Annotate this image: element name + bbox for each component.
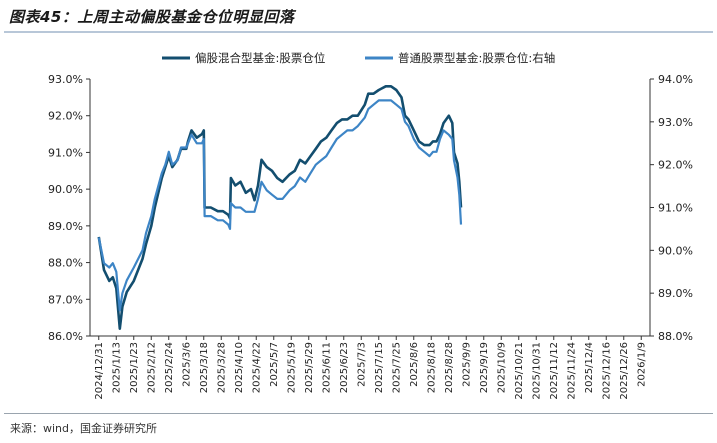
x-tick-label: 2025/6/11 [321,342,332,393]
left-tick-label: 90.0% [48,183,83,196]
left-tick-label: 87.0% [48,293,83,306]
x-tick-label: 2025/2/12 [146,342,157,393]
legend-label-series1: 偏股混合型基金:股票仓位 [195,51,325,65]
x-tick-label: 2024/12/31 [94,342,105,400]
x-tick-label: 2025/8/28 [444,342,455,393]
x-tick-label: 2025/10/31 [531,342,542,400]
line-chart: 偏股混合型基金:股票仓位 普通股票型基金:股票仓位:右轴 86.0%87.0%8… [48,51,693,400]
legend-label-series2: 普通股票型基金:股票仓位:右轴 [398,51,555,65]
chart-legend: 偏股混合型基金:股票仓位 普通股票型基金:股票仓位:右轴 [162,51,555,65]
x-tick-label: 2025/3/18 [199,342,210,393]
right-tick-label: 92.0% [658,159,693,172]
series-line-1 [97,85,463,331]
right-tick-label: 94.0% [658,73,693,86]
right-tick-label: 91.0% [658,202,693,215]
x-tick-label: 2025/4/22 [251,342,262,393]
source-note: 来源：wind，国金证券研究所 [10,422,158,435]
x-tick-label: 2025/11/24 [566,342,577,400]
x-tick-label: 2025/5/29 [304,342,315,393]
left-tick-label: 93.0% [48,73,83,86]
left-tick-label: 92.0% [48,110,83,123]
x-tick-label: 2025/5/7 [269,342,280,387]
left-tick-label: 86.0% [48,330,83,343]
left-tick-label: 89.0% [48,220,83,233]
x-tick-label: 2025/7/25 [391,342,402,393]
x-tick-label: 2025/9/9 [461,342,472,387]
x-tick-label: 2025/9/19 [479,342,490,393]
x-tick-label: 2025/10/21 [514,342,525,400]
x-tick-label: 2025/12/4 [584,342,595,393]
x-tick-label: 2025/5/19 [286,342,297,393]
chart-title: 图表45：上周主动偏股基金仓位明显回落 [9,8,295,26]
x-tick-label: 2025/10/9 [496,342,507,393]
left-tick-label: 91.0% [48,146,83,159]
left-tick-label: 88.0% [48,257,83,270]
right-tick-label: 90.0% [658,244,693,257]
x-tick-label: 2025/1/23 [129,342,140,393]
series-line-2 [97,99,463,312]
x-tick-label: 2025/7/15 [374,342,385,393]
axes: 86.0% 87.0% 88.0% 89.0% 90.0% 91.0% 92.0% 93.0%… [48,73,693,400]
x-tick-label: 2025/3/28 [216,342,227,393]
x-tick-label: 2026/1/9 [636,342,647,387]
x-tick-label: 2025/6/23 [339,342,350,393]
x-tick-label: 2025/11/12 [549,342,560,400]
x-tick-label: 2025/2/24 [164,342,175,393]
title-divider [4,31,713,33]
x-tick-label: 2025/7/3 [356,342,367,387]
series-layer [97,85,463,331]
source-divider [4,413,713,414]
x-tick-label: 2025/1/13 [111,342,122,393]
x-tick-label: 2025/8/18 [426,342,437,393]
right-tick-label: 88.0% [658,330,693,343]
right-tick-label: 93.0% [658,116,693,129]
x-tick-label: 2025/12/26 [619,342,630,400]
x-tick-label: 2025/12/16 [601,342,612,400]
x-tick-label: 2025/8/6 [409,342,420,387]
x-tick-label: 2025/4/10 [234,342,245,393]
right-tick-label: 89.0% [658,287,693,300]
x-tick-label: 2025/3/6 [181,342,192,387]
